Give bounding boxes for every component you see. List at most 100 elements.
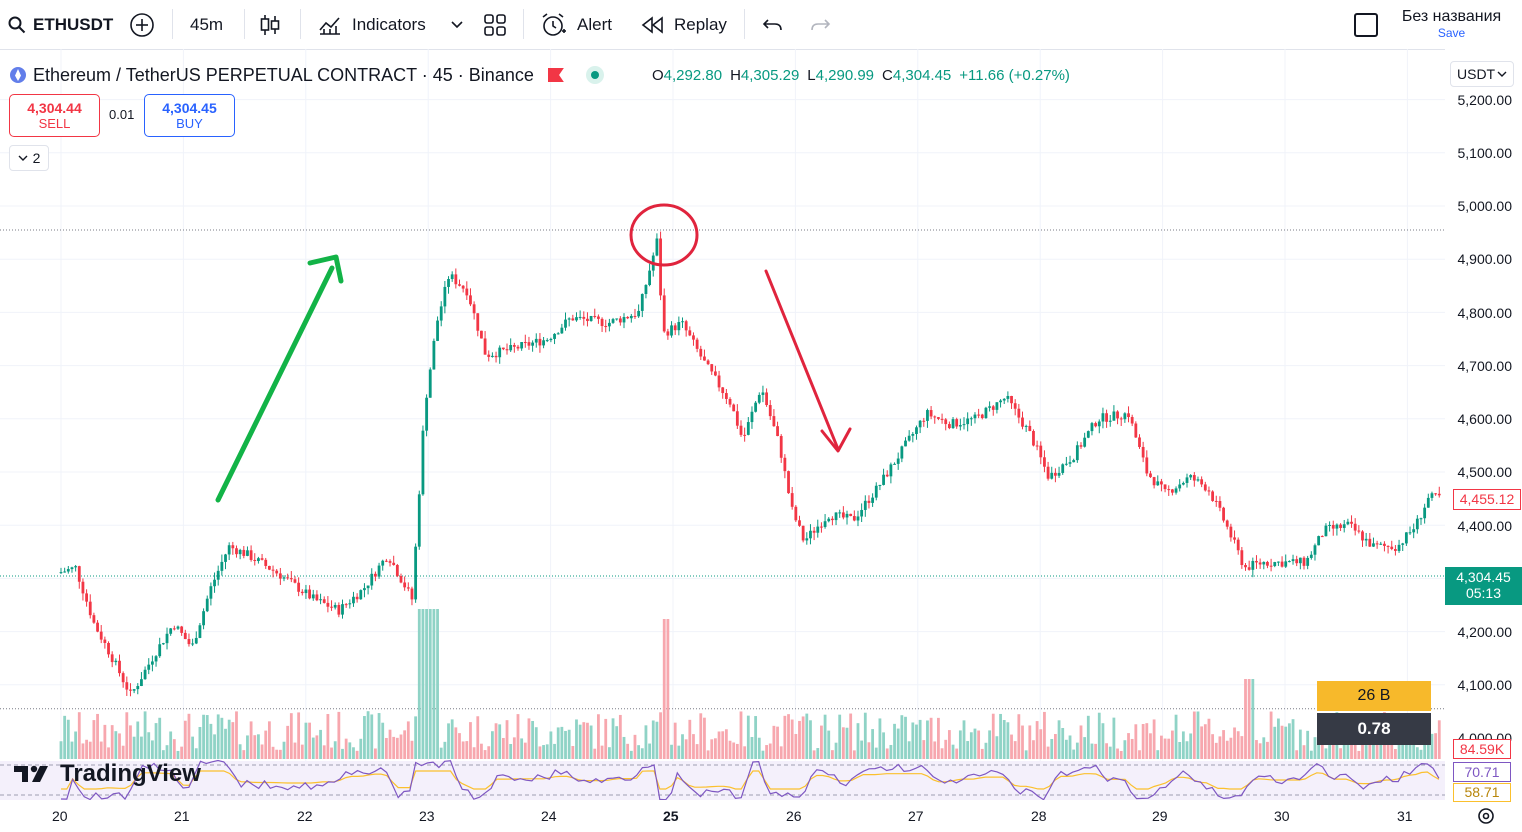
candle-body [1086,431,1090,438]
candle-body [99,631,103,640]
replay-label: Replay [674,14,727,34]
volume-bar [553,743,556,759]
volume-bar [838,714,842,759]
ratio-badge: 0.78 [1317,713,1431,745]
volume-bar [260,744,264,759]
time-label: 25 [663,808,679,824]
candle-body [59,572,63,574]
candle-body [257,558,260,562]
candle-body [1138,437,1141,447]
candle-body [417,494,421,547]
price-axis[interactable]: USDT 5,200.00 5,100.00 5,000.00 4,900.00… [1445,49,1522,802]
sell-button[interactable]: 4,304.44 SELL [9,94,100,137]
volume-bar [92,720,96,759]
volume-bar [607,747,611,759]
volume-bar [787,714,790,759]
price-label: 4,200.00 [1457,624,1513,640]
candle-body [136,686,140,690]
volume-bar [1222,730,1225,759]
candle-body [556,333,560,335]
volume-bar [1244,679,1247,759]
candle-body [951,419,955,429]
symbol-search[interactable]: ETHUSDT [8,0,113,49]
layout-checkbox[interactable] [1354,0,1378,49]
volume-bar [531,720,535,759]
volume-bar [304,722,308,759]
time-label: 20 [52,808,68,824]
price-label: 5,100.00 [1457,145,1513,161]
volume-bar [417,609,421,759]
price-label: 4,100.00 [1457,677,1513,693]
candle-body [575,317,578,321]
candle-body [1046,466,1050,479]
symbol-name: ETHUSDT [33,14,114,34]
candle-body [1141,446,1145,458]
volume-bar [509,743,513,759]
volume-bar [341,748,344,759]
volume-bar [947,730,951,759]
templates-button[interactable] [483,0,507,49]
volume-bar [384,737,388,759]
volume-bar [622,736,626,759]
volume-bar [125,712,129,759]
collapse-indicators-button[interactable]: 2 [9,145,49,171]
undo-button[interactable] [762,0,784,49]
candle-body [1280,561,1284,567]
buy-button[interactable]: 4,304.45 BUY [144,94,235,137]
volume-bar [542,745,545,759]
volume-bar [611,718,615,759]
price-chart[interactable] [0,49,1445,800]
time-axis[interactable]: 20 21 22 23 24 25 26 27 28 29 30 31 [0,800,1445,832]
chart-grid [0,49,1445,800]
candle-body [827,518,831,522]
volume-bar [154,723,158,759]
layout-name-block[interactable]: Без названия Save [1394,9,1509,40]
candle-body [1061,464,1065,473]
flag-icon[interactable] [547,68,564,82]
chart-settings-button[interactable] [1476,806,1496,831]
symbol-title[interactable]: Ethereum / TetherUS PERPETUAL CONTRACT ·… [33,64,534,85]
candle-body [447,279,450,287]
volume-bar [1189,733,1193,759]
volume-bar [1203,724,1207,759]
volume-bar [330,747,333,759]
candles [59,231,1441,697]
volume-bar [267,721,271,759]
square-icon [1354,12,1378,37]
chart-type-button[interactable] [259,0,281,49]
candle-body [768,405,772,417]
candle-body [77,566,81,582]
indicators-icon [319,16,340,35]
currency-selector[interactable]: USDT [1450,61,1514,87]
time-label: 24 [541,808,557,824]
volume-bar [1002,720,1006,759]
change-value: +11.66 (+0.27%) [959,66,1070,84]
volume-bar [1145,723,1149,759]
candle-body [165,633,169,644]
market-status-icon[interactable] [585,66,604,84]
alert-button[interactable]: Alert [540,0,612,49]
candle-body [458,284,461,286]
interval-button[interactable]: 45m [190,0,223,49]
candle-body [816,526,820,533]
volume-bar [852,750,856,759]
volume-bar [432,609,436,759]
volume-bar [1287,723,1291,759]
indicators-dropdown[interactable] [450,0,464,49]
redo-button[interactable] [809,0,831,49]
replay-button[interactable]: Replay [641,0,727,49]
candle-body [1130,417,1134,424]
candle-body [213,579,216,587]
compare-button[interactable] [129,0,155,49]
candle-body [776,426,779,437]
candle-body [622,317,626,323]
indicators-button[interactable]: Indicators [318,0,426,49]
candle-body [841,512,845,518]
candle-body [278,573,282,579]
candle-body [275,570,279,574]
tradingview-watermark[interactable]: TradingView [14,760,201,788]
volume-bar [1152,719,1156,759]
chevron-down-icon [18,155,28,161]
volume-bar [1130,738,1134,759]
candle-body [191,643,195,645]
